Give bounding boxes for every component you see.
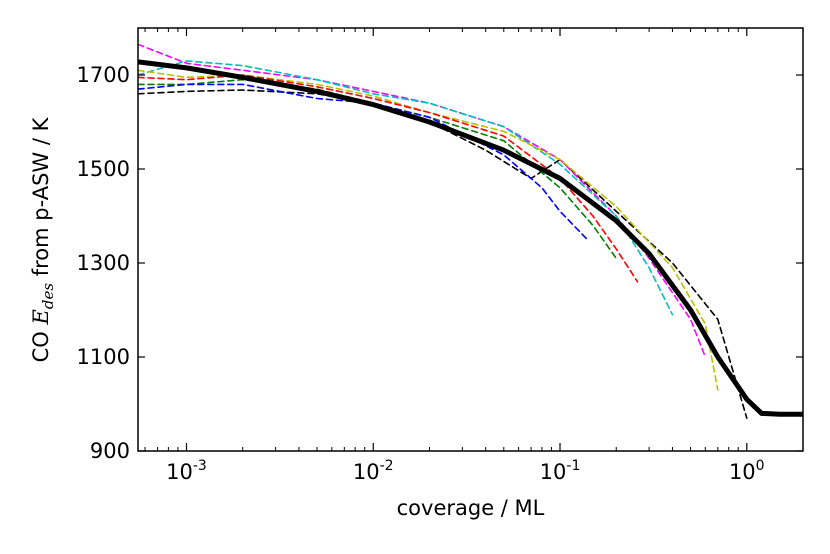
y-tick-label: 1700 bbox=[77, 63, 130, 87]
x-tick-label-exponent: -2 bbox=[380, 458, 394, 474]
x-tick-label-exponent: -3 bbox=[193, 458, 207, 474]
y-tick-label: 1500 bbox=[77, 157, 130, 181]
x-tick-label-exponent: -1 bbox=[566, 458, 580, 474]
series-line-7 bbox=[138, 83, 589, 241]
x-axis-label: coverage / ML bbox=[397, 496, 545, 520]
x-tick-label-exponent: 0 bbox=[756, 458, 765, 474]
x-tick-label: 100 bbox=[729, 458, 765, 484]
series-layer bbox=[138, 43, 803, 419]
y-tick-label: 1100 bbox=[77, 345, 130, 369]
x-tick-label: 10-2 bbox=[353, 458, 394, 484]
series-line-2 bbox=[138, 43, 707, 358]
x-tick-label-base: 10 bbox=[540, 460, 567, 484]
series-line-4 bbox=[138, 69, 719, 391]
series-line-fit bbox=[138, 59, 803, 417]
y-axis-label: CO Edes from p-ASW / K bbox=[29, 116, 57, 362]
y-axis-label-subscript: des bbox=[39, 283, 57, 309]
y-tick-label: 1300 bbox=[77, 251, 130, 275]
x-tick-label-base: 10 bbox=[353, 460, 380, 484]
x-tick-label: 10-3 bbox=[166, 458, 207, 484]
y-axis-label-prefix: CO bbox=[29, 324, 53, 362]
x-tick-label-base: 10 bbox=[166, 460, 193, 484]
y-axis-label-symbol: E bbox=[29, 309, 53, 325]
x-tick-label-base: 10 bbox=[729, 460, 756, 484]
y-axis-label-suffix: from p-ASW / K bbox=[29, 116, 53, 283]
plot-frame bbox=[137, 27, 804, 452]
series-line-1 bbox=[138, 89, 748, 419]
x-tick-label: 10-1 bbox=[540, 458, 581, 484]
series-line-3 bbox=[138, 60, 674, 316]
y-tick-label: 900 bbox=[90, 439, 130, 463]
